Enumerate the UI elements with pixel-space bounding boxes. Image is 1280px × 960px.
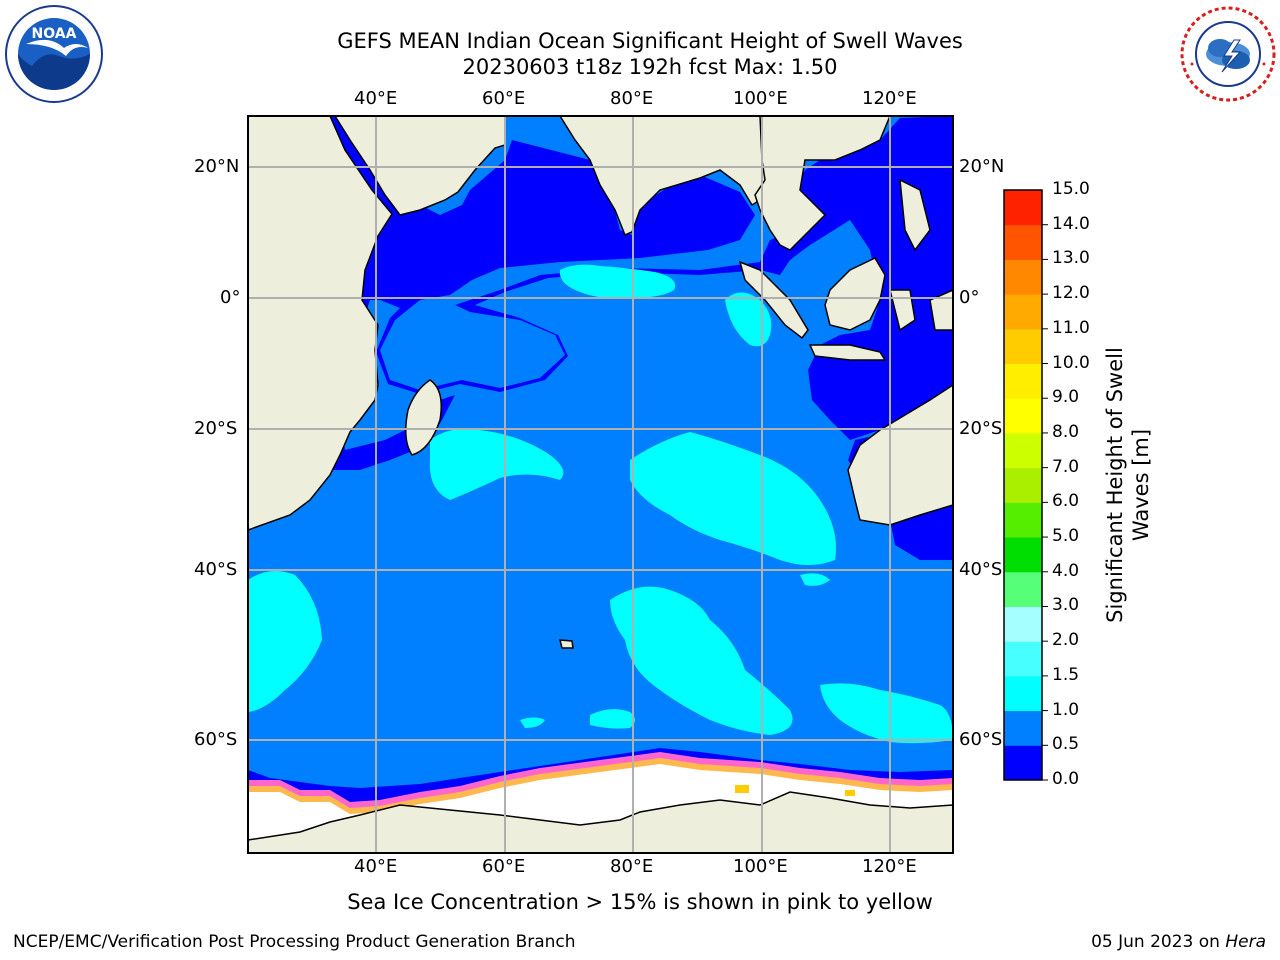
colorbar-label: 11.0 bbox=[1052, 317, 1090, 338]
colorbar-swatch bbox=[1004, 571, 1042, 607]
colorbar-swatch bbox=[1004, 224, 1042, 260]
lat-tick-left: 20°S bbox=[194, 418, 238, 439]
colorbar-swatch bbox=[1004, 537, 1042, 573]
lon-tick-bottom: 60°E bbox=[482, 856, 526, 877]
lat-tick-right: 40°S bbox=[959, 559, 1003, 580]
lon-tick-bottom: 120°E bbox=[862, 856, 917, 877]
colorbar-swatch bbox=[1004, 675, 1042, 712]
map-subtitle: 20230603 t18z 192h fcst Max: 1.50 bbox=[462, 55, 838, 79]
lon-tick-top: 40°E bbox=[354, 88, 398, 109]
colorbar-frame bbox=[1003, 189, 1043, 781]
lat-tick-left: 20°N bbox=[194, 156, 240, 177]
colorbar-swatch bbox=[1004, 745, 1042, 781]
swell-field-1.0-1.5 bbox=[248, 264, 953, 744]
colorbar-label: 7.0 bbox=[1052, 456, 1080, 477]
noaa-logo-text: NOAA bbox=[32, 26, 77, 42]
colorbar-label: 4.0 bbox=[1052, 560, 1080, 581]
colorbar-swatch bbox=[1004, 606, 1042, 642]
colorbar-swatch bbox=[1004, 259, 1042, 295]
lon-tick-top: 80°E bbox=[610, 88, 654, 109]
footer-credit: NCEP/EMC/Verification Post Processing Pr… bbox=[13, 932, 576, 952]
map-frame bbox=[247, 115, 954, 854]
colorbar-label: 6.0 bbox=[1052, 491, 1080, 512]
footer-date-text: 05 Jun 2023 on bbox=[1091, 932, 1226, 952]
colorbar-title-line1: Significant Height of Swell bbox=[1103, 347, 1127, 623]
colorbar-label: 12.0 bbox=[1052, 283, 1090, 304]
colorbar-label: 8.0 bbox=[1052, 421, 1080, 442]
lat-tick-right: 20°N bbox=[959, 156, 1005, 177]
colorbar-swatch bbox=[1004, 363, 1042, 399]
colorbar-swatch bbox=[1004, 328, 1042, 365]
lat-tick-right: 20°S bbox=[959, 418, 1003, 439]
lat-tick-left: 40°S bbox=[194, 559, 238, 580]
nws-logo-icon bbox=[1178, 4, 1278, 104]
colorbar-label: 13.0 bbox=[1052, 248, 1090, 269]
map-title: GEFS MEAN Indian Ocean Significant Heigh… bbox=[337, 29, 963, 53]
colorbar-swatch bbox=[1004, 467, 1042, 503]
colorbar-label: 3.0 bbox=[1052, 595, 1080, 616]
colorbar-label: 10.0 bbox=[1052, 352, 1090, 373]
colorbar-swatch bbox=[1004, 294, 1042, 330]
footer-machine: Hera bbox=[1225, 932, 1266, 952]
colorbar-label: 2.0 bbox=[1052, 630, 1080, 651]
lon-tick-bottom: 80°E bbox=[610, 856, 654, 877]
lon-tick-top: 120°E bbox=[862, 88, 917, 109]
footer-date: 05 Jun 2023 on Hera bbox=[1091, 932, 1266, 952]
colorbar-swatch bbox=[1004, 432, 1042, 469]
colorbar-label: 0.0 bbox=[1052, 769, 1080, 789]
map-grid bbox=[248, 116, 953, 853]
colorbar-label: 14.0 bbox=[1052, 213, 1090, 234]
colorbar-label: 1.5 bbox=[1052, 664, 1080, 685]
colorbar-label: 9.0 bbox=[1052, 387, 1080, 408]
colorbar-label: 1.0 bbox=[1052, 699, 1080, 720]
lat-tick-right: 0° bbox=[959, 287, 980, 308]
colorbar-label: 0.5 bbox=[1052, 734, 1080, 755]
map-content bbox=[248, 116, 953, 853]
lon-tick-top: 60°E bbox=[482, 88, 526, 109]
colorbar-title: Significant Height of Swell Waves [m] bbox=[1102, 325, 1154, 645]
colorbar bbox=[1004, 190, 1048, 781]
lat-tick-right: 60°S bbox=[959, 729, 1003, 750]
lon-tick-bottom: 100°E bbox=[733, 856, 788, 877]
sea-ice-note: Sea Ice Concentration > 15% is shown in … bbox=[347, 890, 933, 914]
lon-tick-bottom: 40°E bbox=[354, 856, 398, 877]
colorbar-label: 5.0 bbox=[1052, 526, 1080, 547]
lon-tick-top: 100°E bbox=[733, 88, 788, 109]
colorbar-swatch bbox=[1004, 190, 1042, 226]
colorbar-swatch bbox=[1004, 398, 1042, 434]
lat-tick-left: 60°S bbox=[194, 729, 238, 750]
lat-tick-left: 0° bbox=[220, 287, 241, 308]
colorbar-label: 15.0 bbox=[1052, 179, 1090, 199]
colorbar-swatch bbox=[1004, 502, 1042, 538]
colorbar-swatch bbox=[1004, 641, 1042, 677]
colorbar-title-line2: Waves [m] bbox=[1129, 428, 1153, 542]
noaa-logo-icon: NOAA bbox=[4, 4, 104, 104]
colorbar-swatch bbox=[1004, 710, 1042, 746]
